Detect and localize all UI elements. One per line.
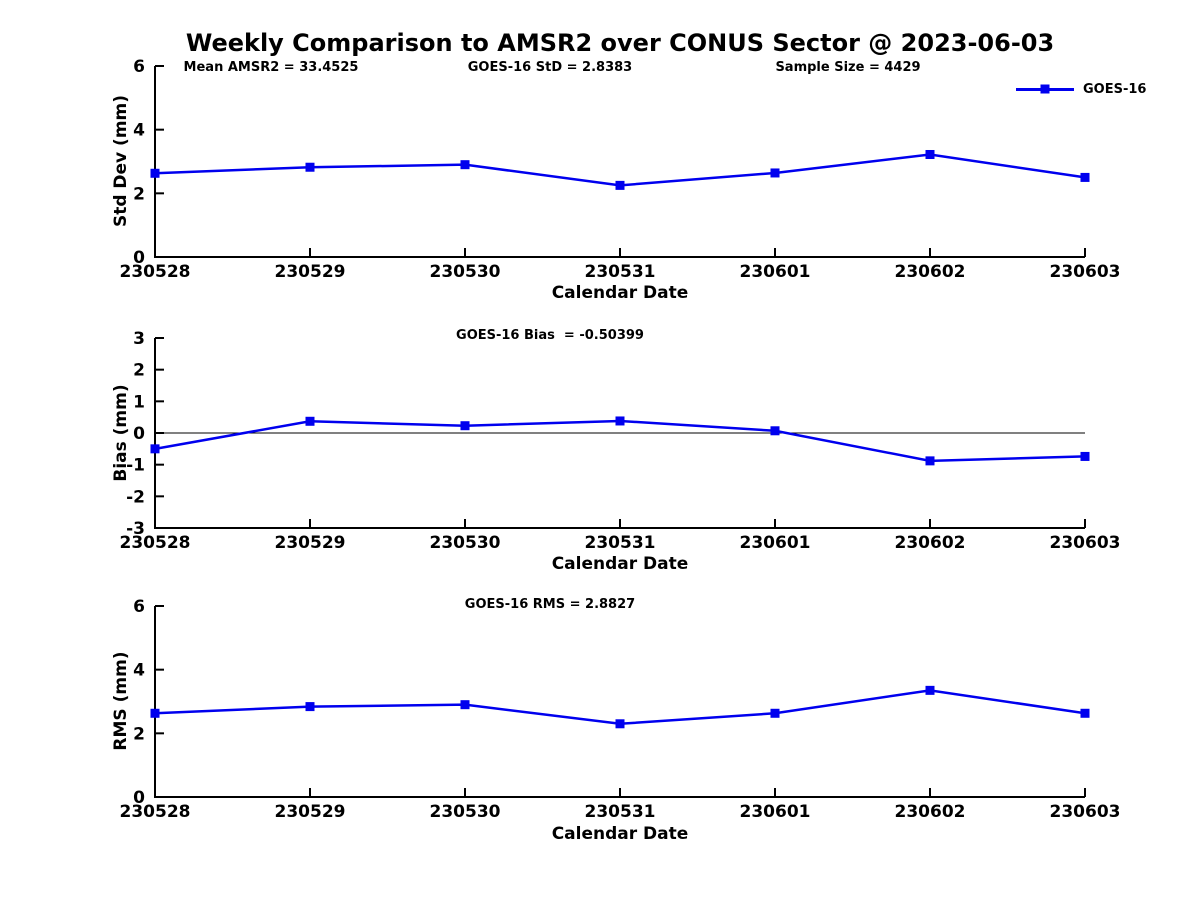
y-tick-label: 2 [133,724,145,744]
std-dev-subplot: 0 2 4 6 230528 230529 230530 230531 230601 230602… [120,57,1121,282]
series-marker [925,456,935,466]
x-tick-label: 230602 [895,802,966,822]
series-marker [1080,708,1090,718]
x-tick-label: 230530 [430,802,501,822]
x-tick-label: 230529 [275,802,346,822]
x-tick-label: 230528 [120,802,191,822]
y-axis-label-rms: RMS (mm) [111,651,131,751]
series-marker [150,168,160,178]
series-marker [150,444,160,454]
annotation-goes16-rms: GOES-16 RMS = 2.8827 [464,597,636,612]
series-marker [460,700,470,710]
annotation-mean-amsr2: Mean AMSR2 = 33.4525 [183,60,359,75]
rms-subplot: 0 2 4 6 230528 230529 230530 230531 230601 230602… [120,597,1121,822]
series-marker [615,416,625,426]
x-axis-label-1: Calendar Date [551,283,689,303]
x-tick-label: 230529 [275,533,346,553]
figure-title: Weekly Comparison to AMSR2 over CONUS Se… [185,29,1055,57]
y-axis-label-bias: Bias (mm) [111,384,131,482]
series-marker [150,708,160,718]
legend-line-sample [1016,84,1074,94]
series-marker [615,180,625,190]
series-marker [305,162,315,172]
y-tick-label: 0 [133,788,145,808]
y-tick-label: -2 [126,487,145,507]
x-tick-label: 230529 [275,262,346,282]
y-tick-label: 6 [133,597,145,617]
series-marker [305,702,315,712]
x-tick-label: 230603 [1050,533,1121,553]
x-axis-label-2: Calendar Date [551,554,689,574]
x-tick-label: 230602 [895,533,966,553]
series-marker [460,160,470,170]
series-marker [770,708,780,718]
legend-label-goes16: GOES-16 [1083,81,1147,97]
series-marker [1080,451,1090,461]
series-line-GOES-16 [154,153,1086,187]
y-tick-label: 2 [133,184,145,204]
series-line-GOES-16 [154,419,1086,463]
y-tick-label: 0 [133,248,145,268]
legend-marker-square [1040,84,1050,94]
series-marker [615,719,625,729]
x-tick-label: 230531 [585,802,656,822]
series-marker [770,168,780,178]
y-axis-label-std-dev: Std Dev (mm) [111,94,131,228]
axes-frame [154,606,1085,798]
bias-subplot: -3 -2 -1 0 1 2 3 230528 230529 230530 230531 230601… [120,329,1121,553]
series-marker [460,421,470,431]
series-marker [925,685,935,695]
y-tick-label: 1 [133,392,145,412]
annotation-goes16-std: GOES-16 StD = 2.8383 [467,60,633,75]
legend: GOES-16 [1016,81,1147,97]
annotation-sample-size: Sample Size = 4429 [775,60,921,75]
x-tick-label: 230601 [740,802,811,822]
x-tick-label: 230530 [430,533,501,553]
series-line-GOES-16 [154,689,1086,726]
y-tick-label: 3 [133,329,145,349]
y-tick-label: 6 [133,57,145,77]
y-tick-label: 2 [133,361,145,381]
x-tick-label: 230603 [1050,262,1121,282]
axes-frame [154,66,1085,258]
x-tick-label: 230531 [585,262,656,282]
x-tick-label: 230601 [740,262,811,282]
x-tick-label: 230601 [740,533,811,553]
annotation-goes16-bias: GOES-16 Bias = -0.50399 [456,328,644,343]
y-tick-label: 4 [133,661,145,681]
x-tick-label: 230528 [120,262,191,282]
y-tick-label: -3 [126,519,145,539]
y-tick-label: -1 [126,456,145,476]
x-axis-label-3: Calendar Date [551,824,689,844]
series-marker [1080,172,1090,182]
x-tick-label: 230530 [430,262,501,282]
x-tick-label: 230603 [1050,802,1121,822]
y-tick-label: 4 [133,121,145,141]
y-tick-label: 0 [133,424,145,444]
x-tick-label: 230602 [895,262,966,282]
series-marker [305,416,315,426]
series-marker [925,149,935,159]
x-tick-label: 230531 [585,533,656,553]
x-tick-label: 230528 [120,533,191,553]
series-marker [770,426,780,436]
